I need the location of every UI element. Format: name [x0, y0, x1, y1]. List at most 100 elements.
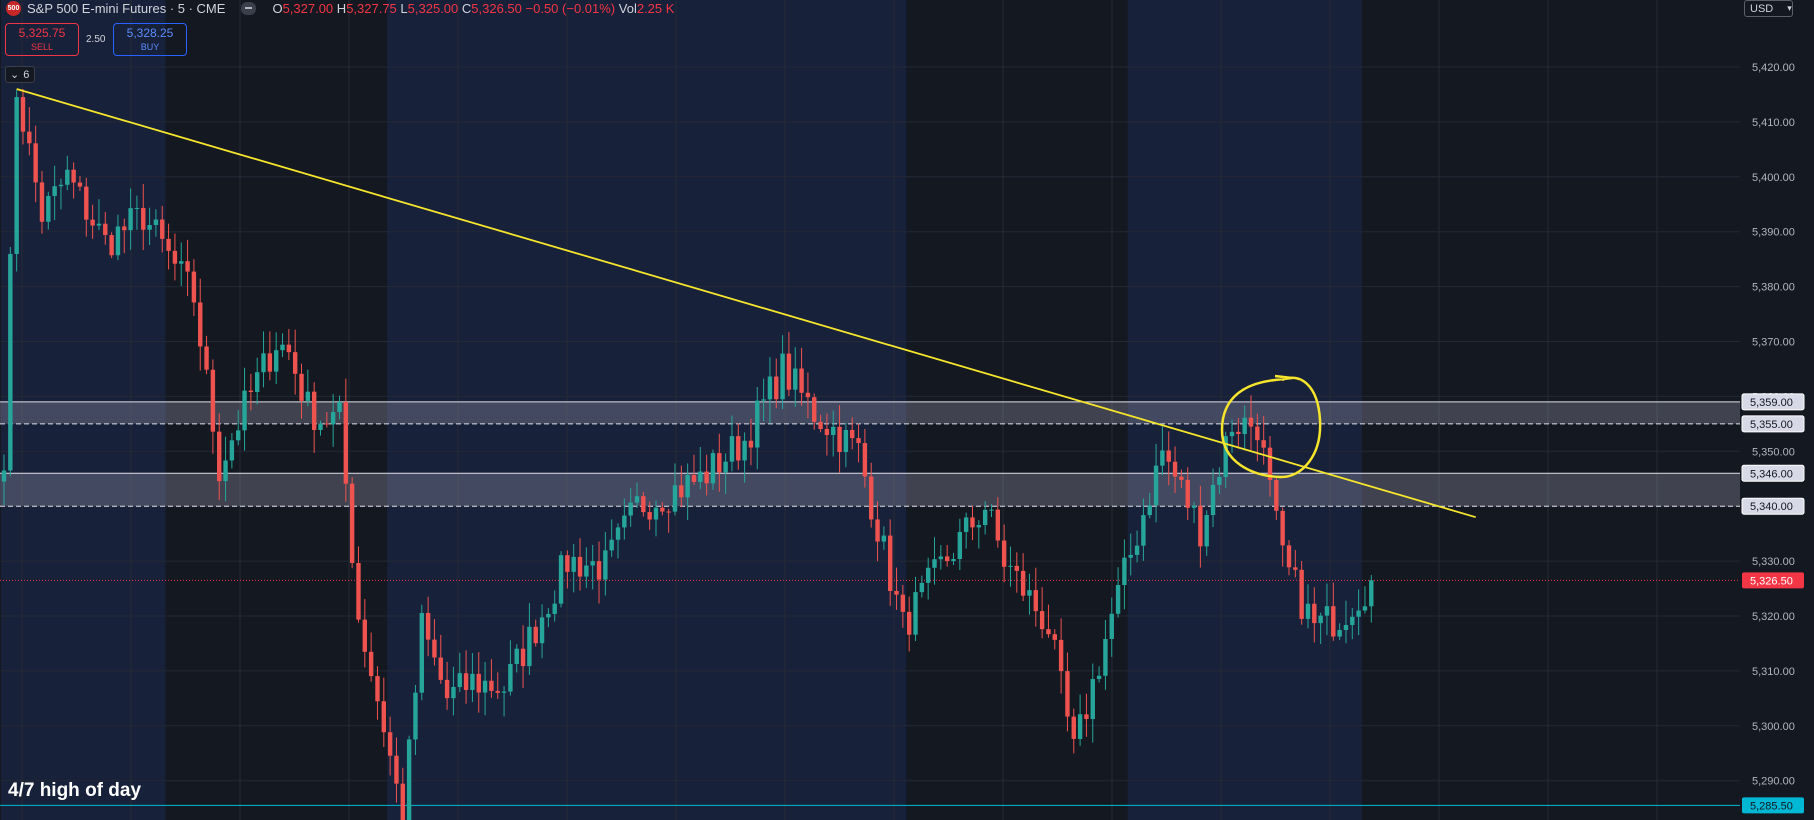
candle-body: [305, 391, 311, 401]
candle-body: [501, 691, 507, 693]
y-tick-label: 5,330.00: [1752, 556, 1795, 568]
candle-body: [1198, 505, 1203, 547]
highlight-circle: [1220, 374, 1322, 479]
candle-body: [482, 680, 488, 693]
candle-body: [742, 440, 747, 461]
candle-body: [982, 509, 988, 526]
currency-select[interactable]: USD ▾: [1744, 0, 1793, 17]
candle-body: [1014, 565, 1019, 571]
candle-body: [748, 440, 754, 448]
candle-body: [52, 186, 57, 196]
indicators-toggle[interactable]: ⌄ 6: [5, 66, 35, 83]
candle-body: [1255, 426, 1260, 441]
candle-body: [1293, 567, 1298, 570]
candle-body: [153, 219, 159, 226]
candle-body: [286, 344, 292, 353]
candle-body: [843, 429, 849, 453]
candle-body: [1261, 440, 1266, 448]
candle-body: [1033, 590, 1038, 612]
candle-body: [634, 496, 640, 503]
candle-body: [65, 169, 70, 185]
candle-body: [1109, 613, 1114, 639]
candle-body: [577, 556, 583, 577]
candle-body: [780, 353, 785, 400]
candle-body: [299, 373, 304, 401]
candle-body: [1020, 570, 1026, 596]
candle-body: [862, 443, 868, 477]
symbol-logo-icon: 500: [6, 0, 21, 16]
candle-body: [330, 412, 336, 425]
candle-body: [451, 686, 456, 699]
candle-body: [1204, 515, 1209, 547]
candle-body: [58, 184, 64, 187]
candle-body: [1331, 606, 1336, 637]
candle-body: [856, 438, 861, 444]
candle-body: [666, 511, 671, 513]
candle-body: [1229, 431, 1235, 437]
candle-body: [33, 143, 38, 183]
candle-body: [527, 626, 532, 667]
candle-body: [324, 423, 330, 425]
candle-body: [812, 397, 817, 422]
candle-body: [1217, 476, 1222, 485]
collapse-legend-icon[interactable]: [241, 1, 257, 15]
candle-body: [229, 440, 235, 461]
candle-body: [476, 673, 481, 693]
candle-body: [1, 470, 7, 482]
candle-body: [641, 496, 646, 513]
candle-body: [1001, 540, 1007, 567]
candle-body: [1166, 450, 1171, 462]
candle-body: [1090, 679, 1095, 720]
candle-body: [96, 223, 102, 226]
candle-body: [1160, 450, 1165, 466]
candle-body: [1077, 714, 1083, 739]
buy-button[interactable]: 5,328.25 BUY: [113, 23, 187, 56]
candle-body: [558, 555, 564, 604]
candle-body: [1223, 436, 1228, 477]
candle-body: [134, 207, 140, 209]
candle-body: [1350, 616, 1355, 625]
candle-body: [242, 390, 247, 431]
candle-body: [1312, 603, 1317, 624]
candle-body: [1318, 615, 1323, 624]
candle-body: [375, 676, 380, 702]
candle-body: [223, 460, 228, 482]
candle-body: [198, 302, 203, 347]
candle-body: [900, 594, 906, 612]
candle-body: [590, 561, 595, 566]
chevron-down-icon: ▾: [1787, 3, 1792, 13]
candle-body: [261, 353, 266, 373]
candle-body: [647, 512, 652, 520]
candle-body: [944, 556, 950, 562]
candle-body: [894, 590, 899, 595]
symbol-title[interactable]: S&P 500 E-mini Futures · 5 · CME: [27, 0, 226, 16]
chart-annotation-text[interactable]: 4/7 high of day: [8, 780, 142, 801]
y-tick-label: 5,410.00: [1752, 117, 1795, 129]
candle-body: [603, 550, 608, 580]
candle-body: [1039, 611, 1045, 630]
candle-body: [609, 539, 614, 551]
candle-body: [850, 429, 855, 439]
candle-body: [774, 376, 779, 400]
candle-body: [1343, 624, 1349, 630]
candle-body: [191, 271, 197, 303]
candle-body: [438, 657, 443, 680]
candle-body: [400, 783, 405, 820]
candle-body: [406, 739, 412, 820]
candle-body: [444, 679, 450, 699]
candle-body: [103, 223, 108, 236]
candle-body: [698, 471, 703, 482]
candle-body: [248, 390, 254, 392]
candle-body: [831, 426, 836, 436]
buy-label: BUY: [140, 42, 160, 52]
candle-body: [84, 186, 89, 220]
candle-body: [704, 471, 709, 484]
candle-body: [685, 474, 690, 498]
sell-button[interactable]: 5,325.75 SELL: [5, 23, 79, 56]
candle-body: [514, 648, 519, 664]
candle-body: [255, 372, 260, 392]
candle-body: [77, 182, 83, 187]
y-tick-label: 5,370.00: [1752, 337, 1795, 349]
